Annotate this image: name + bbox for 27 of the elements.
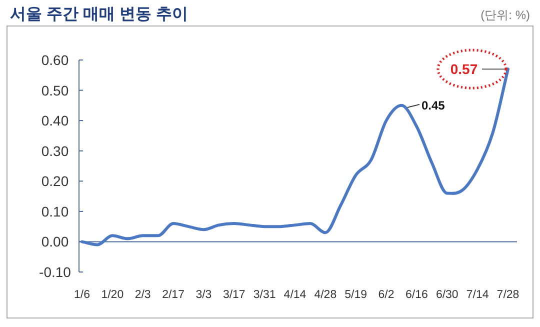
y-tick-label: 0.50 bbox=[41, 82, 69, 98]
x-tick-label: 7/14 bbox=[466, 289, 490, 301]
x-tick-label: 6/2 bbox=[378, 289, 394, 301]
y-tick-label: -0.10 bbox=[39, 264, 72, 280]
x-tick-label: 3/17 bbox=[222, 289, 246, 301]
y-tick-label: 0.00 bbox=[41, 234, 69, 250]
x-tick-label: 3/3 bbox=[196, 289, 212, 301]
title: 서울 주간 매매 변동 추이 bbox=[10, 6, 188, 23]
text: (단위: %) bbox=[480, 8, 530, 22]
x-tick-label: 6/30 bbox=[436, 289, 458, 301]
x-tick-label: 1/6 bbox=[74, 289, 90, 301]
y-tick-label: 0.20 bbox=[41, 173, 69, 190]
x-tick-label: 4/14 bbox=[284, 289, 307, 301]
x-tick-label: 4/28 bbox=[314, 289, 337, 301]
y-tick-label: 0.10 bbox=[41, 203, 69, 220]
x-tick-label: 5/19 bbox=[344, 289, 368, 301]
x-tick-label: 2/3 bbox=[134, 289, 151, 301]
x-tick-label: 1/20 bbox=[101, 289, 124, 301]
x-tick-label: 7/28 bbox=[496, 289, 520, 301]
y-tick-label: 0.60 bbox=[41, 52, 69, 68]
annotation: 0.45 bbox=[422, 98, 446, 112]
y-tick-label: 0.30 bbox=[41, 142, 69, 159]
y-tick-label: 0.40 bbox=[41, 112, 69, 129]
x-tick-label: 3/31 bbox=[253, 289, 276, 301]
x-tick-label: 6/16 bbox=[406, 289, 428, 301]
annotation: 0.57 bbox=[450, 61, 478, 78]
x-tick-label: 2/17 bbox=[162, 289, 184, 301]
